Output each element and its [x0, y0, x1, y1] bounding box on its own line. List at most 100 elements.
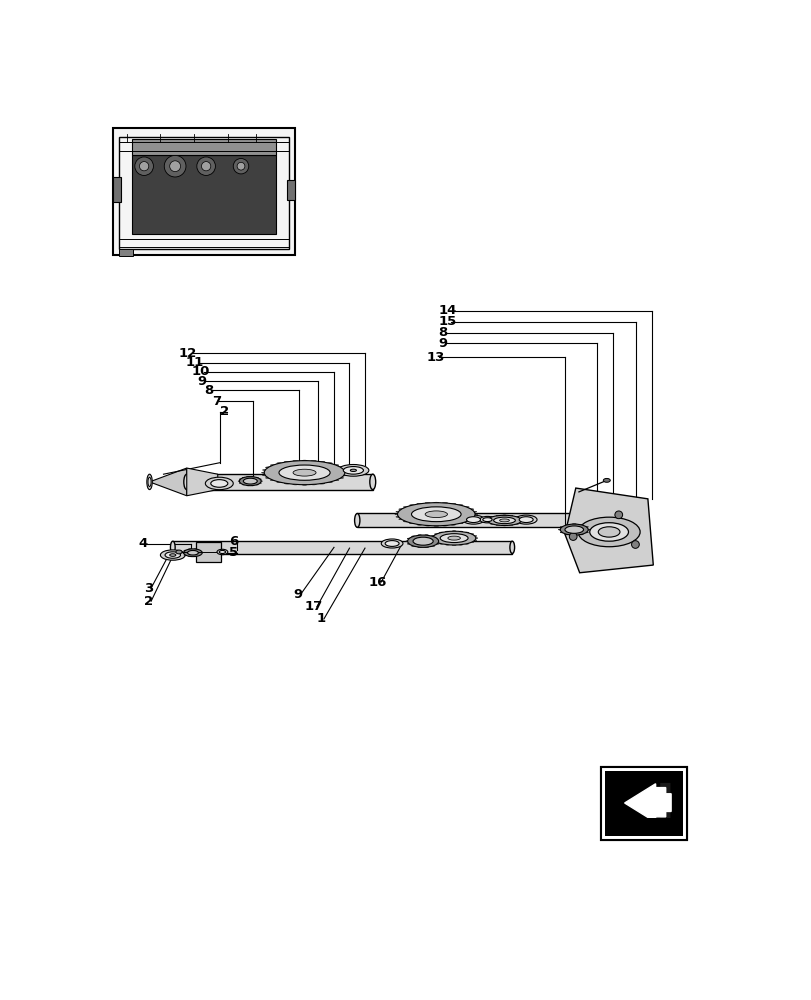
Ellipse shape	[463, 506, 469, 508]
Text: 2: 2	[220, 405, 229, 418]
Ellipse shape	[442, 525, 447, 526]
Ellipse shape	[471, 511, 476, 512]
Ellipse shape	[403, 506, 408, 508]
Ellipse shape	[243, 478, 257, 484]
Ellipse shape	[337, 477, 343, 478]
Ellipse shape	[165, 552, 180, 558]
Ellipse shape	[279, 465, 330, 480]
Bar	[610, 818, 676, 829]
Ellipse shape	[333, 480, 338, 481]
Ellipse shape	[284, 483, 290, 484]
Ellipse shape	[509, 541, 514, 554]
Bar	[287, 180, 295, 200]
Ellipse shape	[598, 513, 603, 527]
Ellipse shape	[457, 523, 462, 524]
Text: 9: 9	[438, 337, 447, 350]
Circle shape	[237, 162, 245, 170]
Text: 9: 9	[294, 588, 303, 601]
Ellipse shape	[564, 526, 583, 533]
Text: 16: 16	[368, 576, 387, 588]
Text: 5: 5	[229, 546, 238, 559]
Polygon shape	[149, 468, 187, 496]
Ellipse shape	[440, 534, 467, 543]
Circle shape	[139, 162, 148, 171]
Ellipse shape	[483, 518, 491, 522]
Circle shape	[233, 158, 248, 174]
Ellipse shape	[270, 465, 276, 466]
Ellipse shape	[262, 469, 268, 471]
Ellipse shape	[468, 509, 474, 510]
Polygon shape	[187, 468, 217, 496]
Ellipse shape	[518, 517, 533, 523]
Polygon shape	[630, 788, 665, 817]
Ellipse shape	[589, 523, 628, 541]
Ellipse shape	[284, 461, 290, 462]
Ellipse shape	[319, 483, 324, 484]
Ellipse shape	[264, 461, 345, 485]
Ellipse shape	[487, 515, 521, 525]
Ellipse shape	[148, 477, 151, 487]
Ellipse shape	[293, 484, 298, 485]
Ellipse shape	[176, 550, 182, 554]
Polygon shape	[173, 541, 512, 554]
Text: 6: 6	[229, 535, 238, 548]
Ellipse shape	[183, 474, 190, 490]
Circle shape	[631, 541, 638, 548]
Ellipse shape	[424, 525, 430, 526]
Ellipse shape	[598, 527, 620, 537]
Ellipse shape	[369, 474, 375, 490]
Ellipse shape	[409, 505, 414, 506]
Text: 7: 7	[212, 395, 221, 408]
Ellipse shape	[396, 511, 401, 512]
Bar	[601, 767, 686, 840]
Text: 8: 8	[204, 384, 212, 397]
Ellipse shape	[603, 478, 610, 482]
Ellipse shape	[205, 477, 233, 490]
Text: 4: 4	[139, 537, 148, 550]
Ellipse shape	[479, 516, 495, 523]
Ellipse shape	[463, 521, 469, 522]
Ellipse shape	[183, 549, 202, 557]
Ellipse shape	[442, 502, 447, 504]
Ellipse shape	[239, 477, 261, 486]
Ellipse shape	[493, 517, 515, 524]
Ellipse shape	[499, 519, 508, 522]
Ellipse shape	[472, 514, 477, 515]
Ellipse shape	[394, 514, 400, 515]
Ellipse shape	[341, 469, 346, 471]
Ellipse shape	[403, 521, 408, 522]
Ellipse shape	[219, 550, 225, 554]
Polygon shape	[564, 488, 653, 573]
Ellipse shape	[450, 524, 455, 525]
Ellipse shape	[515, 515, 536, 524]
Ellipse shape	[337, 464, 368, 476]
Ellipse shape	[397, 503, 474, 526]
Circle shape	[169, 161, 180, 172]
Ellipse shape	[327, 463, 332, 464]
Ellipse shape	[354, 513, 359, 527]
Ellipse shape	[277, 463, 281, 464]
Bar	[195, 542, 221, 562]
Ellipse shape	[468, 519, 474, 520]
Text: 9: 9	[197, 375, 207, 388]
Ellipse shape	[350, 469, 356, 472]
Ellipse shape	[302, 460, 307, 461]
Ellipse shape	[341, 475, 346, 476]
Bar	[119, 249, 133, 256]
Ellipse shape	[457, 505, 462, 506]
Bar	[132, 139, 276, 155]
Ellipse shape	[302, 484, 307, 485]
Bar	[604, 771, 682, 836]
Ellipse shape	[462, 515, 483, 524]
Circle shape	[201, 162, 211, 171]
Circle shape	[569, 533, 577, 540]
Ellipse shape	[311, 460, 315, 462]
Ellipse shape	[265, 477, 271, 478]
Polygon shape	[357, 513, 601, 527]
Ellipse shape	[343, 467, 363, 474]
Ellipse shape	[466, 517, 480, 523]
Ellipse shape	[147, 474, 152, 490]
Text: 13: 13	[427, 351, 444, 364]
Circle shape	[164, 155, 186, 177]
Ellipse shape	[261, 472, 267, 473]
